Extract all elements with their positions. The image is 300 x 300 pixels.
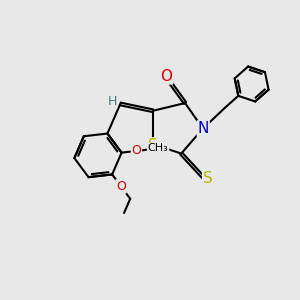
Text: O: O — [116, 180, 126, 193]
Text: S: S — [203, 171, 212, 186]
Text: O: O — [160, 69, 172, 84]
Text: N: N — [197, 121, 209, 136]
Text: O: O — [131, 144, 141, 158]
Text: S: S — [148, 138, 158, 153]
Text: CH₃: CH₃ — [148, 143, 169, 153]
Text: H: H — [107, 95, 117, 108]
